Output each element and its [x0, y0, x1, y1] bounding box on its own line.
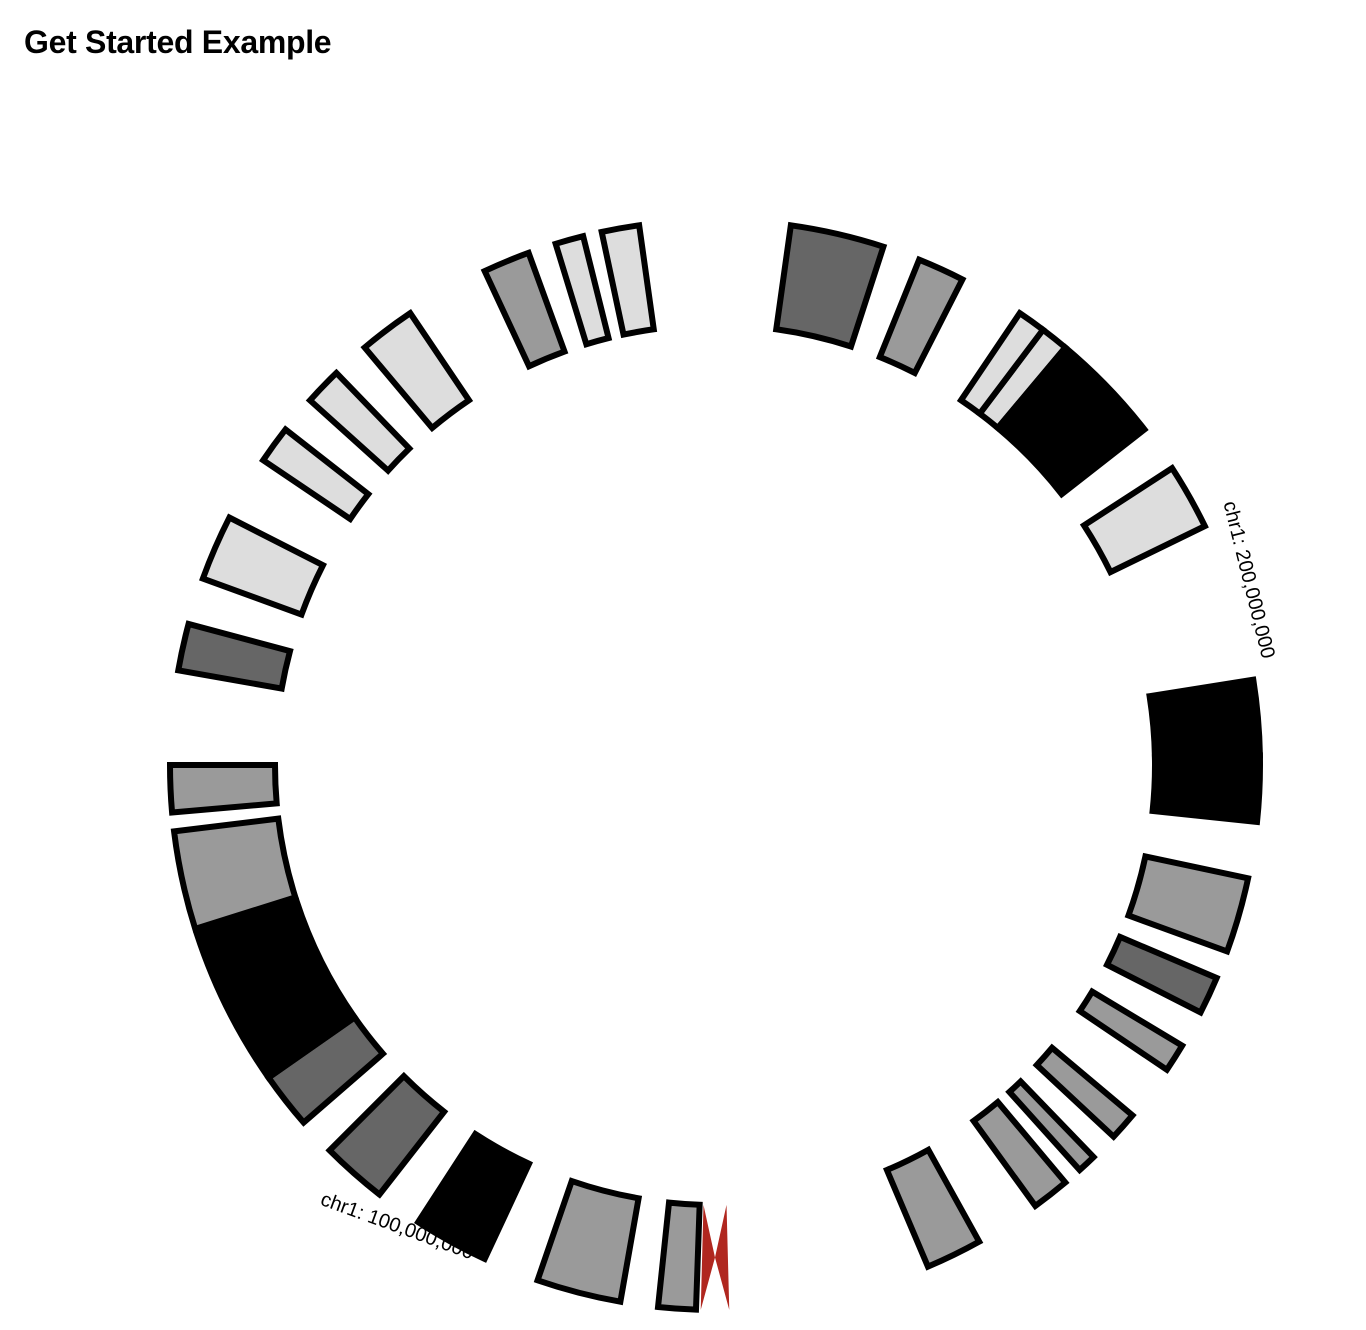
band-gpos25-9	[1005, 1077, 1098, 1175]
band-gpos25-19	[166, 762, 280, 816]
band-gpos25-8	[1032, 1043, 1137, 1141]
band-layer	[166, 221, 1263, 1313]
band-gpos100-1	[993, 343, 1149, 499]
band-gpos100-14	[414, 1129, 534, 1263]
band-gpos100-17	[192, 897, 359, 1082]
band-gpos25-7	[1075, 987, 1187, 1074]
band-gpos25-25	[480, 249, 569, 371]
band-gneg-24	[360, 309, 474, 433]
band-gneg-21	[199, 513, 327, 619]
band-gpos50-28	[772, 221, 888, 351]
band-gpos100-3	[1146, 676, 1263, 761]
band-gneg-2	[1079, 464, 1209, 577]
band-gpos25-13	[533, 1177, 643, 1306]
band-gpos100-4	[1149, 752, 1263, 826]
band-gneg-22	[259, 425, 373, 524]
band-gpos25-12	[654, 1199, 703, 1313]
centromere	[700, 1204, 730, 1310]
tick-label-200m: chr1: 200,000,000	[1219, 499, 1279, 661]
band-gpos50-6	[1103, 932, 1221, 1017]
band-gpos25-10	[969, 1097, 1070, 1211]
band-gpos25-18	[170, 815, 300, 933]
band-gneg-27	[598, 221, 658, 339]
band-gneg-23	[305, 368, 414, 475]
band-gpos25-5	[1124, 852, 1252, 956]
page-title: Get Started Example	[24, 24, 332, 60]
band-gpos50-15	[325, 1071, 449, 1199]
band-gpos25-29	[875, 255, 967, 377]
band-gneg-30	[956, 309, 1048, 418]
band-gpos50-20	[174, 620, 294, 693]
band-gpos25-11	[882, 1145, 984, 1271]
band-gneg-26	[551, 232, 613, 348]
